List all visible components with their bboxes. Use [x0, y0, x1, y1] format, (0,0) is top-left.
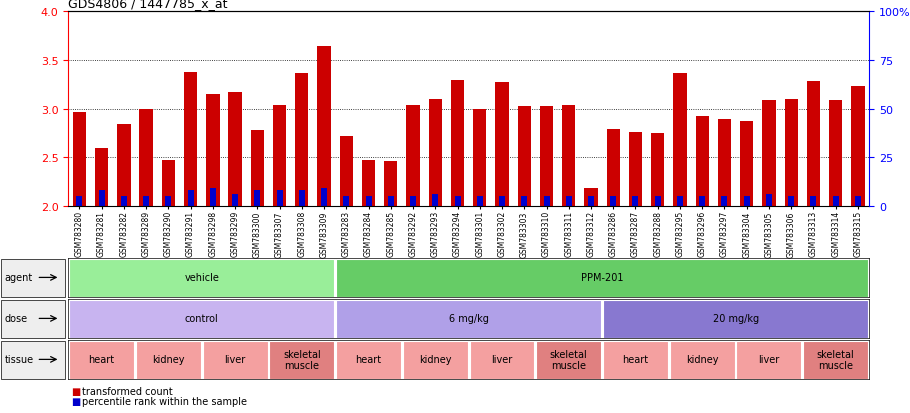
Bar — [695, 116, 709, 206]
Bar — [388, 197, 394, 206]
Bar — [76, 197, 83, 206]
Bar — [318, 47, 330, 206]
Text: kidney: kidney — [152, 354, 185, 365]
Bar — [184, 73, 197, 206]
Bar — [228, 93, 242, 206]
Bar — [117, 125, 130, 206]
Bar — [766, 195, 772, 206]
Bar — [518, 107, 531, 206]
Bar — [454, 197, 460, 206]
Bar — [73, 112, 86, 206]
Text: 20 mg/kg: 20 mg/kg — [713, 313, 759, 324]
Bar — [521, 197, 527, 206]
Bar — [187, 191, 194, 206]
Text: heart: heart — [88, 354, 115, 365]
Bar — [677, 197, 683, 206]
Text: agent: agent — [5, 273, 33, 283]
Bar — [718, 120, 731, 206]
Bar — [166, 197, 171, 206]
Bar — [807, 82, 820, 206]
Bar — [232, 195, 238, 206]
Bar — [566, 197, 571, 206]
Bar — [295, 74, 308, 206]
Text: kidney: kidney — [686, 354, 719, 365]
Text: vehicle: vehicle — [185, 273, 219, 283]
Text: PPM-201: PPM-201 — [581, 273, 623, 283]
Bar — [473, 109, 487, 206]
Bar — [629, 133, 642, 206]
Text: skeletal
muscle: skeletal muscle — [550, 349, 588, 370]
Bar — [540, 107, 553, 206]
Bar — [121, 197, 126, 206]
Bar — [562, 106, 575, 206]
Bar — [699, 197, 705, 206]
Text: tissue: tissue — [5, 354, 34, 365]
Bar — [162, 161, 175, 206]
Bar — [654, 197, 661, 206]
Text: 6 mg/kg: 6 mg/kg — [449, 313, 489, 324]
Bar — [788, 197, 794, 206]
Text: dose: dose — [5, 313, 27, 324]
Bar — [210, 189, 216, 206]
Bar — [450, 81, 464, 206]
Bar — [254, 191, 260, 206]
Bar — [543, 197, 550, 206]
Bar — [632, 197, 639, 206]
Bar — [854, 197, 861, 206]
Bar — [673, 74, 687, 206]
Bar — [743, 197, 750, 206]
Bar — [339, 137, 353, 206]
Bar — [429, 100, 442, 206]
Bar — [298, 191, 305, 206]
Bar — [143, 197, 149, 206]
Text: percentile rank within the sample: percentile rank within the sample — [82, 396, 247, 406]
Text: liver: liver — [758, 354, 780, 365]
Bar — [833, 197, 839, 206]
Bar — [611, 197, 616, 206]
Bar — [407, 106, 420, 206]
Bar — [277, 191, 283, 206]
Text: ■: ■ — [71, 387, 80, 396]
Bar — [607, 130, 620, 206]
Text: liver: liver — [225, 354, 246, 365]
Bar — [784, 100, 798, 206]
Bar — [763, 101, 775, 206]
Bar — [811, 197, 816, 206]
Text: skeletal
muscle: skeletal muscle — [817, 349, 854, 370]
Bar — [651, 134, 664, 206]
Bar — [139, 109, 153, 206]
Bar — [722, 197, 727, 206]
Bar — [851, 87, 864, 206]
Bar — [250, 131, 264, 206]
Bar — [362, 161, 375, 206]
Bar — [95, 148, 108, 206]
Text: control: control — [185, 313, 218, 324]
Text: heart: heart — [622, 354, 649, 365]
Text: GDS4806 / 1447785_x_at: GDS4806 / 1447785_x_at — [68, 0, 228, 10]
Bar — [366, 197, 371, 206]
Bar — [273, 106, 287, 206]
Bar — [410, 197, 416, 206]
Bar — [384, 162, 398, 206]
Bar — [829, 101, 843, 206]
Text: liver: liver — [491, 354, 512, 365]
Bar — [740, 122, 753, 206]
Bar — [477, 197, 483, 206]
Text: transformed count: transformed count — [82, 387, 173, 396]
Bar — [584, 189, 598, 206]
Bar — [321, 189, 327, 206]
Text: heart: heart — [356, 354, 381, 365]
Bar — [207, 95, 219, 206]
Text: skeletal
muscle: skeletal muscle — [283, 349, 320, 370]
Text: kidney: kidney — [419, 354, 451, 365]
Bar — [432, 195, 439, 206]
Bar — [499, 197, 505, 206]
Bar — [98, 191, 105, 206]
Bar — [343, 197, 349, 206]
Bar — [588, 197, 594, 206]
Text: ■: ■ — [71, 396, 80, 406]
Bar — [495, 83, 509, 206]
